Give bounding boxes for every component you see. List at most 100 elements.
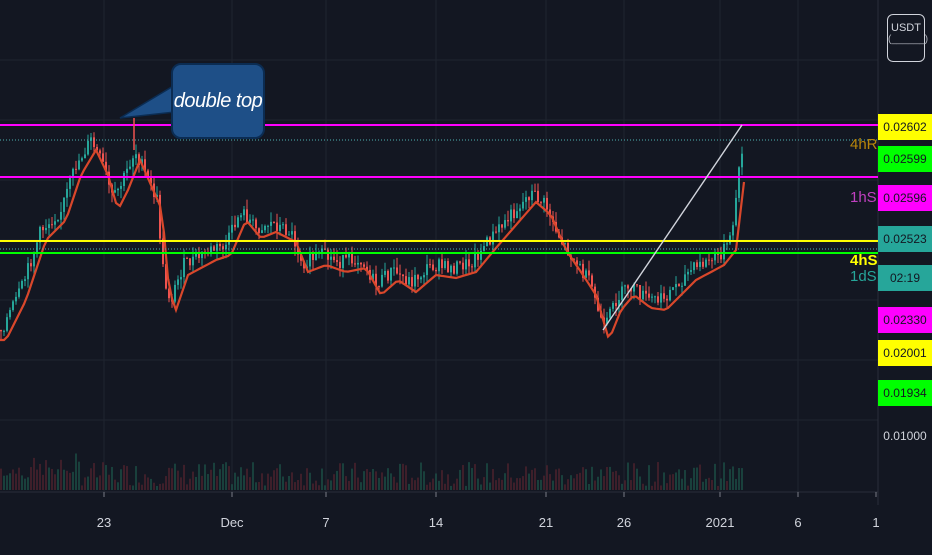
volume-bar	[60, 459, 62, 490]
candle-body	[66, 188, 68, 198]
candle-body	[672, 287, 674, 290]
volume-bar	[708, 477, 710, 490]
candle-body	[39, 226, 41, 243]
volume-bar	[735, 478, 737, 490]
volume-bar	[405, 465, 407, 490]
volume-bar	[489, 482, 491, 490]
volume-bar	[123, 465, 125, 490]
candle-body	[51, 224, 53, 226]
volume-bar	[105, 465, 107, 490]
volume-bar	[54, 474, 56, 490]
candle-body	[366, 266, 368, 270]
volume-bar	[324, 485, 326, 490]
volume-bar	[510, 477, 512, 490]
candle-body	[333, 256, 335, 261]
volume-bar	[597, 476, 599, 490]
candle-body	[480, 250, 482, 260]
candle-body	[690, 270, 692, 272]
volume-bar	[384, 476, 386, 490]
volume-bar	[375, 471, 377, 490]
volume-bar	[723, 462, 725, 490]
volume-bar	[681, 478, 683, 490]
volume-bar	[84, 477, 86, 490]
volume-bar	[585, 469, 587, 490]
candle-body	[381, 274, 383, 287]
candle-body	[168, 288, 170, 299]
candle-body	[609, 308, 611, 318]
trend-line	[602, 124, 743, 331]
level-label-2: 4hS	[850, 252, 878, 269]
candle-body	[711, 260, 713, 262]
candle-body	[150, 176, 152, 184]
volume-bar	[219, 469, 221, 490]
volume-bar	[36, 469, 38, 490]
price-tag-bg-0	[878, 114, 932, 140]
volume-bar	[678, 469, 680, 490]
candle-body	[273, 221, 275, 223]
x-tick-label-3: 14	[429, 515, 443, 530]
volume-bar	[357, 477, 359, 490]
candle-body	[342, 255, 344, 268]
candle-body	[99, 150, 101, 154]
volume-bar	[168, 467, 170, 490]
volume-bar	[741, 468, 743, 490]
candle-body	[429, 264, 431, 266]
volume-bar	[387, 468, 389, 490]
volume-bar	[639, 476, 641, 490]
price-tag-bg-3	[878, 226, 932, 252]
candle-body	[147, 170, 149, 177]
candle-body	[177, 279, 179, 285]
volume-bar	[519, 478, 521, 490]
double-top-annotation[interactable]: double top	[171, 63, 265, 139]
volume-bar	[336, 470, 338, 490]
candle-body	[351, 253, 353, 264]
candle-body	[189, 258, 191, 266]
candle-body	[705, 259, 707, 267]
candle-body	[387, 270, 389, 281]
volume-bar	[69, 472, 71, 490]
volume-bar	[27, 477, 29, 490]
candle-body	[579, 263, 581, 265]
volume-bar	[465, 485, 467, 490]
candle-body	[279, 224, 281, 231]
currency-placeholder-icon: (______)	[888, 34, 929, 45]
volume-bar	[726, 480, 728, 490]
volume-bar	[468, 462, 470, 490]
annotation-text: double top	[173, 89, 263, 112]
candle-body	[309, 252, 311, 267]
volume-bar	[654, 481, 656, 490]
candle-body	[348, 253, 350, 258]
volume-bar	[201, 475, 203, 490]
volume-bar	[396, 482, 398, 490]
volume-bar	[480, 484, 482, 490]
x-tick-label-0: 23	[97, 515, 111, 530]
candle-body	[693, 262, 695, 271]
volume-bar	[204, 464, 206, 490]
candle-body	[330, 256, 332, 260]
volume-bar	[6, 475, 8, 490]
volume-bar	[543, 475, 545, 490]
volume-bar	[366, 469, 368, 490]
volume-bar	[420, 462, 422, 490]
volume-bar	[507, 463, 509, 490]
candle-body	[696, 262, 698, 267]
volume-bar	[99, 475, 101, 490]
volume-bar	[282, 476, 284, 490]
candle-body	[117, 188, 119, 191]
volume-bar	[501, 479, 503, 490]
candle-body	[225, 244, 227, 250]
volume-bar	[513, 482, 515, 490]
candle-body	[6, 317, 8, 331]
volume-bar	[309, 472, 311, 490]
candle-body	[267, 225, 269, 227]
moving-average-line	[0, 147, 746, 342]
candle-body	[726, 243, 728, 245]
candle-body	[57, 219, 59, 222]
volume-bar	[252, 462, 254, 490]
candle-body	[102, 153, 104, 162]
volume-bar	[270, 476, 272, 490]
currency-button[interactable]: USDT (______)	[887, 14, 929, 62]
candle-body	[432, 264, 434, 270]
